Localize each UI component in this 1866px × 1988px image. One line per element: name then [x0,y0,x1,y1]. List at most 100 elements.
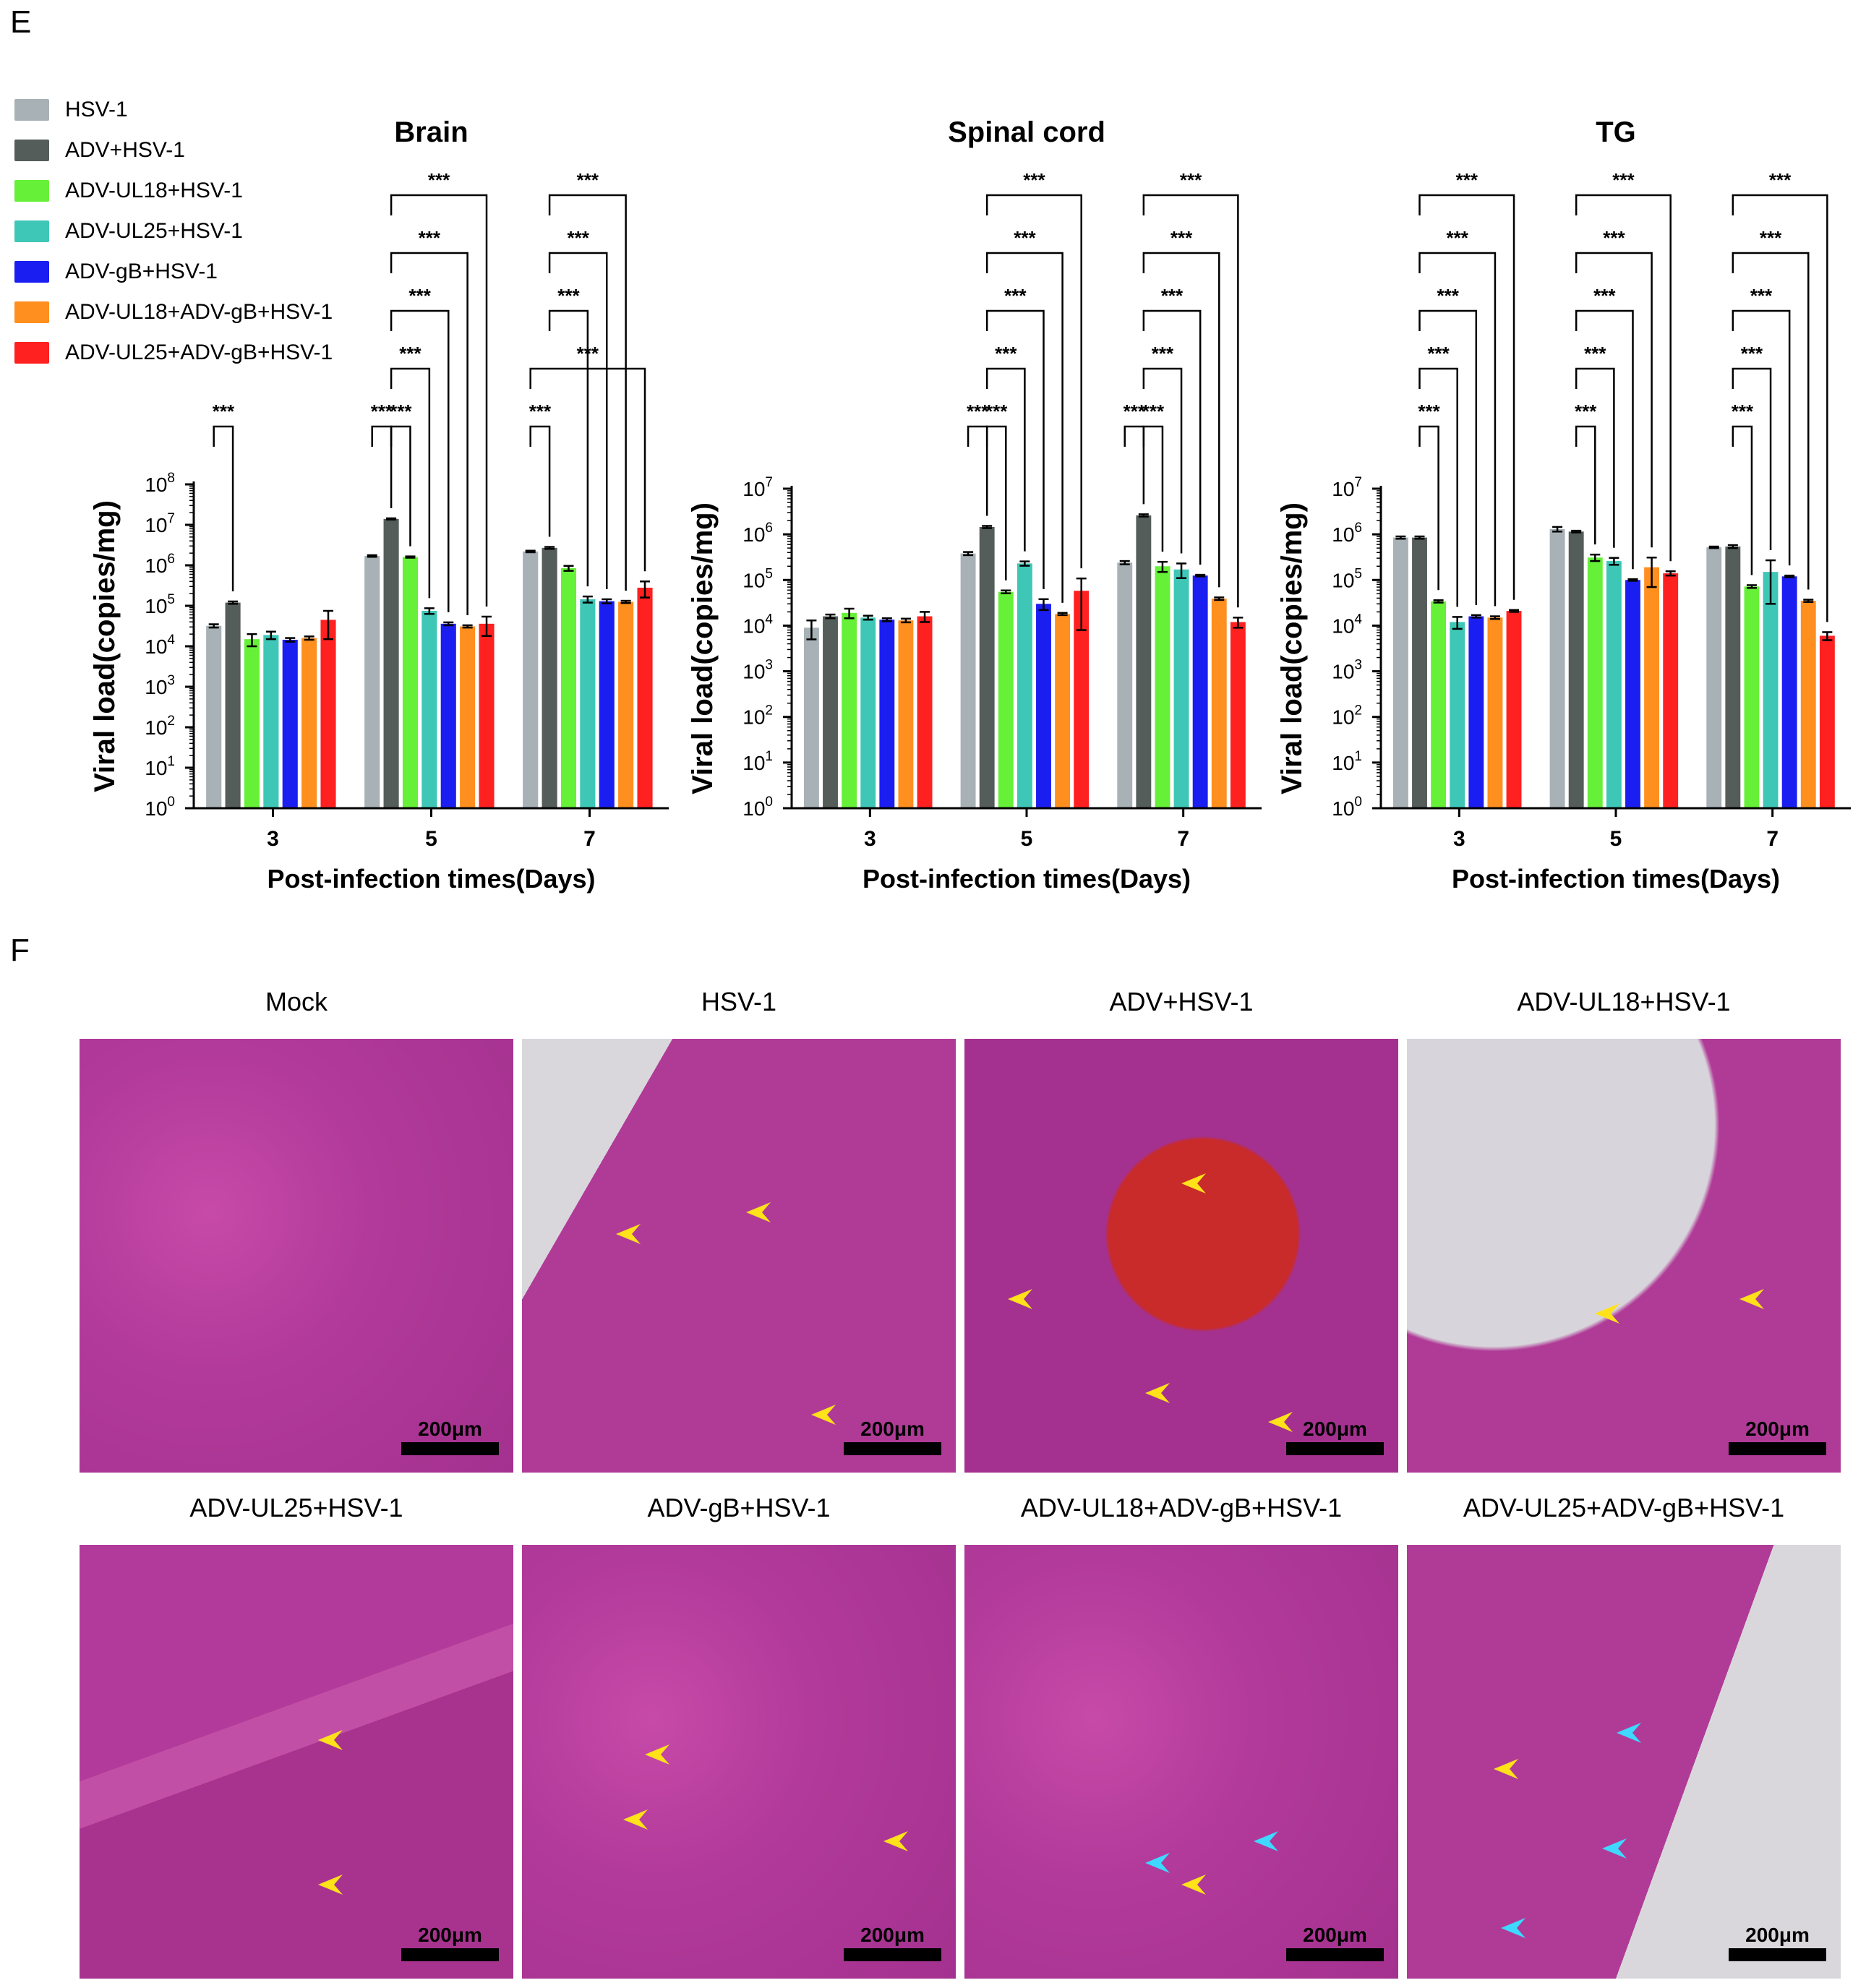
significance-label: *** [419,227,441,249]
legend-item: ADV-gB+HSV-1 [14,252,333,292]
bar [1706,547,1722,808]
legend-item: ADV-UL18+HSV-1 [14,171,333,211]
bar [542,547,557,808]
significance-bracket [371,425,393,508]
bar [523,551,539,808]
significance-label: *** [1152,343,1174,364]
significance-label: *** [1732,400,1754,422]
scalebar [844,1948,941,1961]
x-tick-label: 5 [1021,827,1033,851]
y-tick-base: 10 [145,514,167,536]
x-axis-label: Post-infection times(Days) [267,864,595,894]
scalebar-label: 200μm [418,1924,482,1946]
bar [1568,531,1584,808]
legend-label: ADV-UL18+HSV-1 [65,179,243,202]
y-tick-base: 10 [145,676,167,698]
yellow-arrowhead-icon [811,1405,836,1425]
y-tick-label: 104 [742,612,773,637]
bar [364,556,380,808]
legend-item: ADV+HSV-1 [14,130,333,171]
bar [1744,586,1760,808]
bar [1487,617,1503,808]
y-tick-label: 105 [742,566,773,591]
significance-label: *** [1124,400,1146,422]
y-tick-label: 106 [742,520,773,546]
y-tick-base: 10 [742,614,765,637]
significance-label: *** [1456,169,1478,191]
significance-label: *** [1142,400,1165,422]
x-tick-label: 7 [1766,827,1779,851]
bar [1017,563,1032,808]
bar [898,620,914,808]
scalebar-label: 200μm [1745,1418,1810,1440]
significance-bracket [390,425,411,547]
significance-bracket [1142,367,1183,554]
bar [263,635,279,808]
y-tick-exponent: 6 [1354,520,1362,536]
histology-arrows [80,1039,513,1473]
y-tick-label: 108 [145,471,175,496]
bar [960,553,976,808]
histology-panel-title: Mock [265,987,328,1016]
significance-bracket [548,309,589,587]
significance-label: *** [1161,285,1184,307]
histology-panel-title: HSV-1 [701,987,777,1016]
histology-arrows [1145,1831,1278,1895]
bar [383,518,399,808]
bar [860,617,876,808]
y-tick-exponent: 0 [765,794,773,810]
bar [244,639,260,808]
significance-bracket [967,425,988,516]
y-tick-base: 10 [1332,706,1354,729]
legend-swatch [14,140,49,161]
histology-panel-title: ADV-UL18+HSV-1 [1517,987,1731,1016]
y-tick-base: 10 [742,797,765,820]
y-tick-label: 102 [1332,703,1362,729]
significance-label: *** [1170,227,1193,249]
significance-label: *** [213,400,235,422]
significance-label: *** [408,285,431,307]
bar [637,587,653,808]
yellow-arrowhead-icon [1181,1173,1206,1194]
bar [1036,604,1051,808]
significance-bracket [1575,252,1653,548]
y-tick-label: 103 [742,658,773,683]
x-axis-label: Post-infection times(Days) [1452,864,1780,894]
bar [1506,611,1522,808]
y-tick-exponent: 5 [167,592,175,607]
significance-label: *** [1023,169,1045,191]
bar [402,557,419,808]
significance-bracket [1732,367,1772,551]
legend-item: HSV-1 [14,90,333,130]
yellow-arrowhead-icon [645,1744,669,1765]
y-tick-base: 10 [145,716,167,739]
y-tick-base: 10 [742,478,765,500]
y-tick-label: 106 [145,552,175,577]
significance-bracket [1418,309,1478,605]
y-tick-exponent: 7 [167,511,175,526]
bar [1606,561,1622,808]
yellow-arrowhead-icon [623,1809,648,1830]
histology-arrows [1595,1289,1764,1324]
y-tick-label: 103 [145,673,175,698]
significance-bracket [529,425,551,537]
significance-bracket [985,425,1007,580]
y-tick-base: 10 [742,661,765,683]
y-tick-label: 101 [1332,749,1362,774]
significance-label: *** [985,400,1008,422]
y-tick-exponent: 0 [1354,794,1362,810]
y-tick-base: 10 [145,595,167,617]
significance-label: *** [1603,227,1625,249]
y-tick-label: 101 [742,749,773,774]
scalebar-label: 200μm [860,1418,925,1440]
y-tick-label: 100 [742,794,773,820]
chart-title: TG [1596,116,1636,148]
significance-bracket [1732,252,1810,590]
yellow-arrowhead-icon [318,1875,343,1895]
significance-bracket [1142,425,1164,552]
significance-label: *** [1741,343,1763,364]
legend-label: ADV-UL25+HSV-1 [65,219,243,243]
y-tick-label: 100 [145,794,175,820]
histology-panel-title: ADV+HSV-1 [1109,987,1254,1016]
